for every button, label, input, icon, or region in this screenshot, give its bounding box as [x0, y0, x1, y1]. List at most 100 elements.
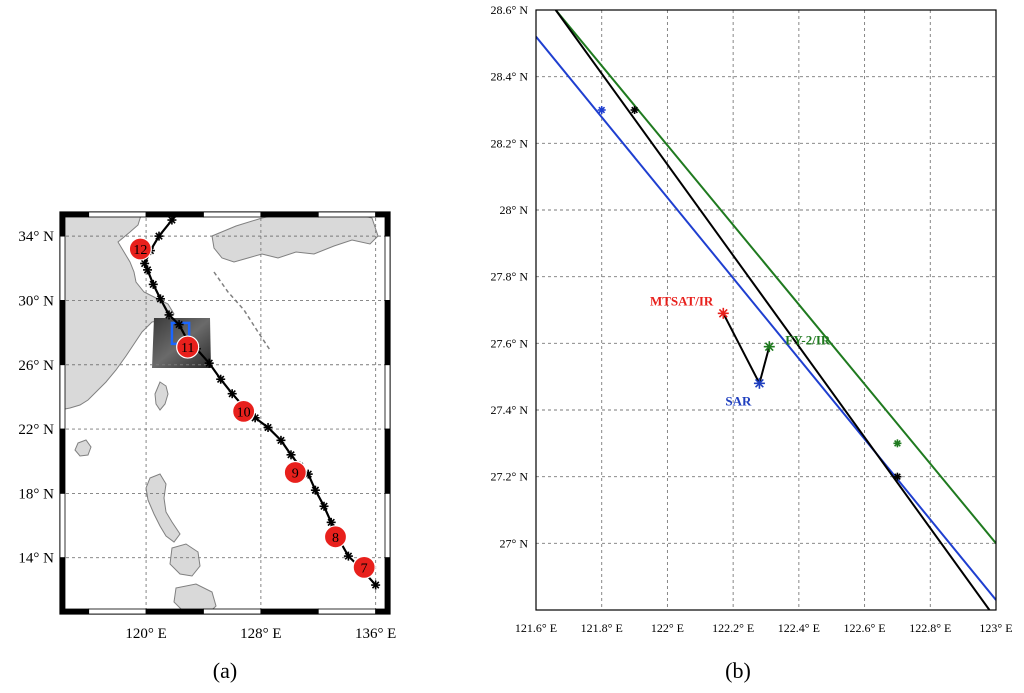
y-tick-label-b: 27.2° N	[491, 470, 529, 484]
position-marker	[753, 377, 765, 389]
day-marker: 12	[128, 237, 152, 261]
track-point	[326, 517, 336, 527]
position-label: FY-2/IR	[785, 333, 831, 348]
track-point	[154, 231, 164, 241]
track-point-stroke	[143, 266, 152, 274]
track-star-green-stroke	[894, 439, 901, 447]
track-lines-b	[536, 10, 996, 610]
position-label: MTSAT/IR	[650, 293, 714, 308]
caption-b: (b)	[725, 658, 751, 683]
border-segment	[203, 211, 262, 218]
border-segment	[59, 211, 66, 237]
x-tick-label-b: 122.4° E	[778, 621, 820, 635]
day-marker-circle	[128, 237, 152, 261]
track-point-stroke	[156, 295, 165, 303]
track-point-stroke	[216, 375, 225, 383]
caption-a: (a)	[213, 658, 237, 683]
day-marker-label: 8	[332, 531, 339, 546]
track-line-black	[554, 10, 991, 610]
y-tick-label-b: 28.4° N	[491, 70, 529, 84]
track-point	[371, 580, 381, 590]
track-point	[216, 374, 226, 384]
x-tick-label-a: 120° E	[125, 626, 166, 642]
track-star-black-stroke	[894, 473, 901, 481]
position-label: SAR	[725, 393, 752, 408]
track-line-green	[554, 10, 996, 544]
track-point-stroke	[251, 414, 259, 422]
day-marker-label: 7	[361, 561, 368, 576]
day-marker-label: 11	[181, 341, 194, 356]
border-segment	[384, 211, 391, 237]
border-segment	[59, 557, 66, 615]
track-point-stroke	[320, 502, 328, 511]
x-tick-label-b: 122° E	[651, 621, 684, 635]
day-marker: 11	[176, 335, 200, 359]
y-tick-label-a: 14° N	[18, 551, 54, 567]
y-tick-label-a: 22° N	[18, 422, 54, 438]
track-point-stroke	[287, 451, 295, 459]
taiwan-island	[154, 381, 169, 411]
y-tick-label-b: 28° N	[500, 203, 529, 217]
track-star-black	[630, 106, 639, 114]
track-point-stroke	[344, 552, 353, 560]
position-marker-stroke	[754, 378, 764, 388]
y-tick-label-b: 28.2° N	[491, 136, 529, 150]
track-point	[319, 501, 329, 511]
track-point	[263, 422, 273, 432]
day-marker: 9	[283, 460, 307, 485]
border-segment	[145, 608, 204, 615]
day-marker-circle	[232, 399, 256, 423]
track-line-blue	[536, 36, 996, 601]
day-marker: 10	[232, 399, 256, 423]
position-marker-stroke	[764, 342, 774, 352]
border-segment	[384, 557, 391, 615]
axis-ticks-b: 121.6° E 121.8° E 122° E 122.2° E 122.4° E 12…	[491, 3, 1013, 635]
visayas-islands	[169, 543, 201, 577]
border-segment	[317, 608, 377, 615]
panel-a-map: 7 8 9 10 11 12 120° E 128° E 136° E 14° N 18° N 22…	[18, 211, 396, 683]
track-point-stroke	[165, 311, 173, 319]
panel-b-zoom: MTSAT/IR SAR FY-2/IR 121.6° E 121.8° E 122° …	[491, 3, 1013, 683]
border-segment	[88, 608, 147, 615]
border-segment	[260, 211, 319, 218]
track-point	[286, 450, 296, 460]
track-star-black	[893, 472, 902, 481]
y-tick-label-a: 18° N	[18, 486, 54, 502]
plot-b-frame	[535, 9, 997, 611]
border-segment	[59, 300, 66, 366]
border-segment	[59, 235, 66, 301]
x-tick-label-a: 136° E	[355, 626, 396, 642]
border-segment	[384, 300, 391, 366]
border-segment	[384, 364, 391, 430]
track-star-black-stroke	[631, 106, 638, 114]
track-point	[164, 310, 174, 320]
track-point	[155, 294, 165, 304]
y-tick-label-a: 26° N	[18, 358, 54, 374]
map-a-border	[59, 211, 391, 615]
y-tick-label-a: 34° N	[18, 229, 54, 245]
track-point-stroke	[155, 232, 163, 240]
luzon-island	[145, 473, 181, 543]
track-point	[343, 551, 353, 561]
x-tick-label-b: 122.6° E	[844, 621, 886, 635]
track-point	[276, 435, 286, 445]
day-marker-circle	[176, 335, 200, 359]
track-point-stroke	[228, 389, 236, 398]
border-segment	[203, 608, 262, 615]
x-tick-label-b: 123° E	[979, 621, 1012, 635]
x-tick-label-b: 122.2° E	[712, 621, 754, 635]
ryukyu-islands	[213, 271, 271, 351]
day-marker-circle	[352, 555, 376, 579]
x-tick-label-b: 121.6° E	[515, 621, 557, 635]
track-point-stroke	[175, 320, 183, 329]
grid-a	[60, 212, 390, 614]
grid-b	[536, 10, 996, 610]
position-estimates: MTSAT/IR SAR FY-2/IR	[650, 293, 831, 408]
y-tick-label-a: 30° N	[18, 293, 54, 309]
border-segment	[384, 428, 391, 494]
border-segment	[317, 211, 377, 218]
track-star-blue	[597, 106, 606, 114]
day-marker-label: 9	[292, 466, 299, 481]
border-segment	[384, 492, 391, 559]
